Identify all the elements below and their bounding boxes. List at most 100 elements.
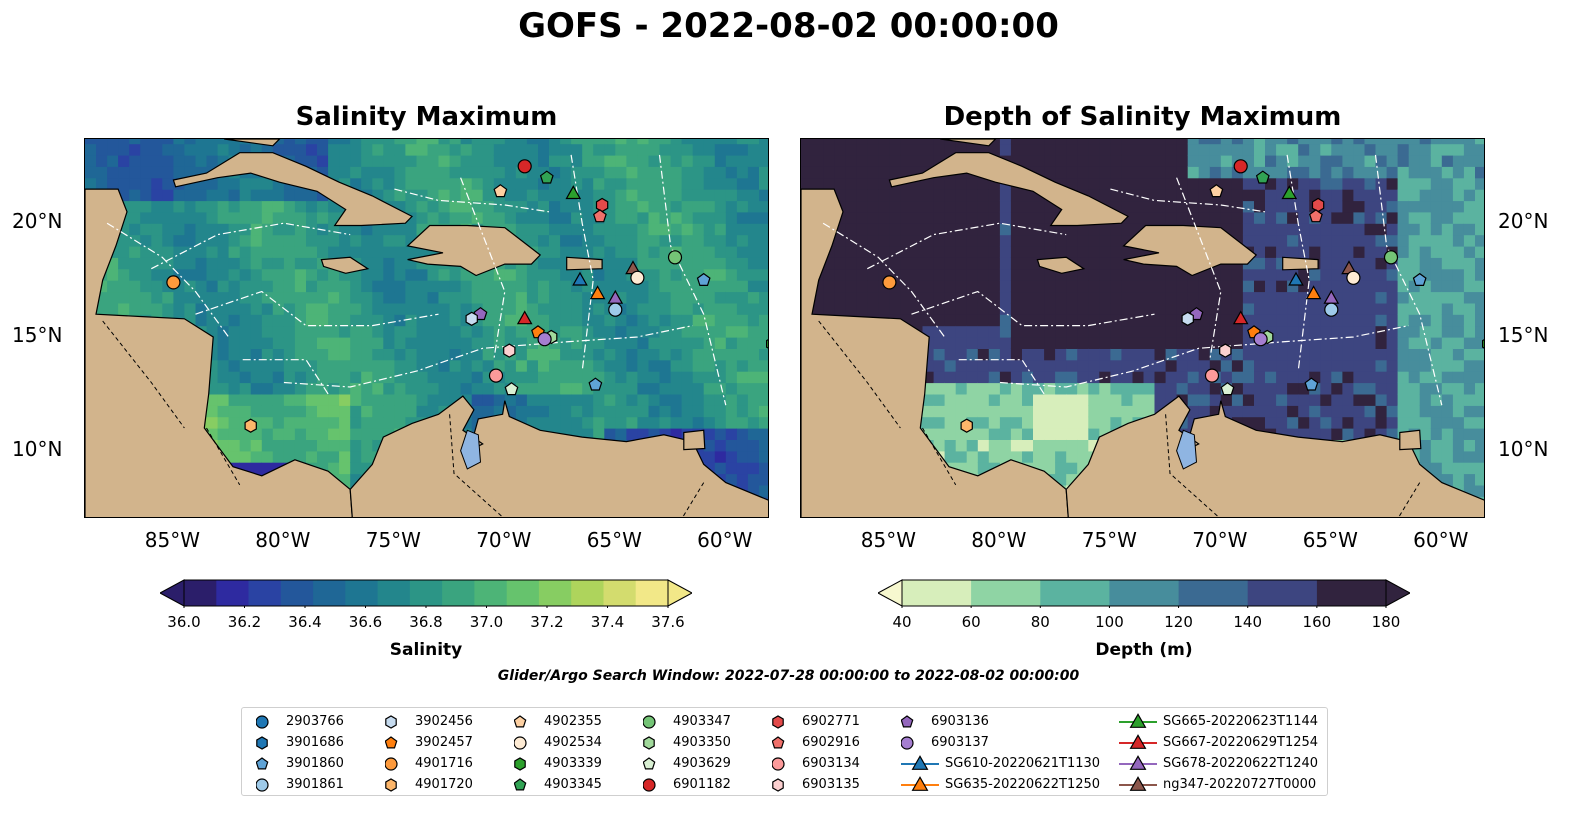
field-cell	[206, 223, 219, 236]
field-cell	[1375, 245, 1388, 258]
field-cell	[228, 393, 241, 406]
field-cell	[372, 439, 384, 452]
field-cell	[1099, 382, 1111, 395]
field-cell	[1176, 291, 1189, 304]
field-cell	[1176, 337, 1189, 349]
field-cell	[1066, 428, 1078, 440]
field-cell	[1110, 234, 1122, 247]
field-cell	[911, 211, 924, 224]
field-cell	[460, 166, 473, 179]
field-cell	[394, 234, 406, 247]
field-cell	[482, 325, 495, 338]
field-cell	[1110, 139, 1122, 145]
field-cell	[1055, 382, 1067, 395]
field-cell	[1154, 348, 1167, 361]
field-cell	[845, 139, 857, 145]
legend-marker	[514, 757, 526, 771]
field-cell	[504, 280, 517, 293]
land-trin	[1399, 429, 1422, 451]
field-cell	[1342, 382, 1354, 395]
field-cell	[184, 302, 196, 315]
field-cell	[129, 211, 141, 224]
field-cell	[571, 371, 583, 384]
field-cell	[1121, 359, 1133, 372]
field-cell	[999, 139, 1012, 145]
field-cell	[1287, 291, 1299, 304]
field-cell	[604, 166, 616, 179]
field-cell	[1254, 154, 1266, 167]
field-cell	[560, 200, 572, 213]
field-cell	[372, 189, 384, 202]
field-cell	[988, 143, 1001, 156]
field-cell	[1231, 337, 1244, 349]
field-cell	[306, 382, 318, 395]
field-cell	[1463, 393, 1476, 406]
field-cell	[306, 428, 318, 440]
field-cell	[96, 139, 108, 145]
field-cell	[482, 143, 495, 156]
field-cell	[659, 143, 672, 156]
field-cell	[1154, 382, 1167, 395]
field-cell	[812, 143, 824, 156]
field-cell	[1198, 302, 1211, 315]
field-cell	[1154, 337, 1167, 349]
field-cell	[703, 268, 716, 281]
field-cell	[1408, 223, 1421, 236]
field-cell	[977, 416, 990, 429]
field-cell	[725, 139, 738, 145]
field-cell	[1044, 439, 1056, 452]
field-cell	[1287, 371, 1299, 384]
field-cell	[1066, 416, 1078, 429]
field-cell	[1397, 405, 1410, 418]
field-cell	[538, 200, 550, 213]
field-cell	[593, 189, 605, 202]
field-cell	[1110, 393, 1122, 406]
field-cell	[933, 143, 946, 156]
field-cell	[1298, 234, 1310, 247]
obs-marker-3901861	[608, 302, 623, 317]
field-cell	[845, 223, 857, 236]
field-cell	[900, 280, 912, 293]
colorbar-bin	[538, 580, 572, 606]
field-cell	[759, 245, 768, 258]
field-cell	[944, 211, 957, 224]
field-cell	[118, 139, 130, 145]
field-cell	[604, 200, 616, 213]
field-cell	[350, 416, 362, 429]
field-cell	[955, 439, 968, 452]
field-cell	[1320, 405, 1332, 418]
field-cell	[977, 143, 990, 156]
field-cell	[659, 257, 672, 270]
field-cell	[977, 428, 990, 440]
field-cell	[162, 211, 174, 224]
field-cell	[1231, 280, 1244, 293]
field-cell	[1198, 314, 1211, 327]
field-cell	[1463, 484, 1476, 497]
colorbar-tick-label: 36.2	[227, 613, 262, 631]
field-cell	[1386, 234, 1399, 247]
field-cell	[736, 200, 749, 213]
field-cell	[626, 416, 638, 429]
field-cell	[922, 268, 935, 281]
field-cell	[361, 462, 373, 475]
field-cell	[1386, 382, 1399, 395]
field-cell	[1475, 223, 1484, 236]
field-cell	[1331, 268, 1343, 281]
field-cell	[250, 280, 263, 293]
field-cell	[1110, 257, 1122, 270]
field-cell	[526, 337, 539, 349]
field-cell	[482, 405, 495, 418]
field-cell	[515, 337, 528, 349]
field-cell	[1276, 382, 1288, 395]
field-cell	[1353, 371, 1365, 384]
field-cell	[1033, 462, 1045, 475]
field-cell	[549, 177, 561, 190]
field-cell	[1397, 139, 1410, 145]
field-cell	[184, 139, 196, 145]
field-cell	[999, 348, 1012, 361]
field-cell	[317, 245, 329, 258]
field-cell	[206, 393, 219, 406]
field-cell	[1475, 484, 1484, 497]
field-cell	[856, 154, 868, 167]
field-cell	[1099, 234, 1111, 247]
